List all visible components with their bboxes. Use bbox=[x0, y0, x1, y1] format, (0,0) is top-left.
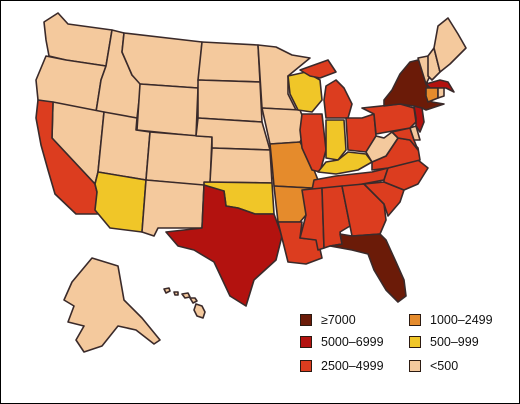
legend-swatch bbox=[300, 336, 312, 348]
legend-item-7000-plus: ≥7000 bbox=[300, 311, 356, 329]
state-co bbox=[145, 131, 213, 187]
legend-swatch bbox=[300, 314, 312, 326]
legend-swatch bbox=[409, 336, 421, 348]
state-ar bbox=[273, 185, 311, 223]
state-ks bbox=[209, 147, 273, 184]
legend-label: 500–999 bbox=[430, 335, 479, 349]
state-ak bbox=[63, 257, 161, 353]
legend-item-1000-2499: 1000–2499 bbox=[409, 311, 493, 329]
legend-label: 5000–6999 bbox=[321, 335, 384, 349]
state-in bbox=[325, 119, 347, 161]
state-tx bbox=[165, 184, 283, 307]
legend-swatch bbox=[409, 360, 421, 372]
state-il bbox=[299, 113, 327, 173]
legend-label: ≥7000 bbox=[321, 313, 356, 327]
legend-label: <500 bbox=[430, 359, 459, 373]
state-fl bbox=[329, 233, 407, 303]
legend-item-2500-4999: 2500–4999 bbox=[300, 357, 384, 375]
state-ky bbox=[317, 151, 373, 175]
state-mi bbox=[299, 59, 353, 119]
legend-label: 1000–2499 bbox=[430, 313, 493, 327]
state-ri bbox=[437, 87, 445, 99]
state-sd bbox=[197, 79, 263, 123]
state-me bbox=[433, 17, 467, 73]
state-ca bbox=[35, 99, 104, 215]
legend-item-500-999: 500–999 bbox=[409, 333, 479, 351]
state-de bbox=[409, 125, 421, 141]
state-ct bbox=[425, 87, 439, 103]
legend-swatch bbox=[300, 360, 312, 372]
state-nh bbox=[427, 47, 441, 81]
state-la bbox=[277, 221, 323, 265]
legend-item-under-500: <500 bbox=[409, 357, 458, 375]
state-az bbox=[94, 171, 147, 233]
state-wy bbox=[136, 83, 199, 137]
legend-swatch bbox=[409, 314, 421, 326]
state-nm bbox=[141, 179, 205, 237]
legend-item-5000-6999: 5000–6999 bbox=[300, 333, 384, 351]
state-nd bbox=[197, 41, 261, 83]
state-hi bbox=[163, 287, 206, 319]
legend-label: 2500–4999 bbox=[321, 359, 384, 373]
